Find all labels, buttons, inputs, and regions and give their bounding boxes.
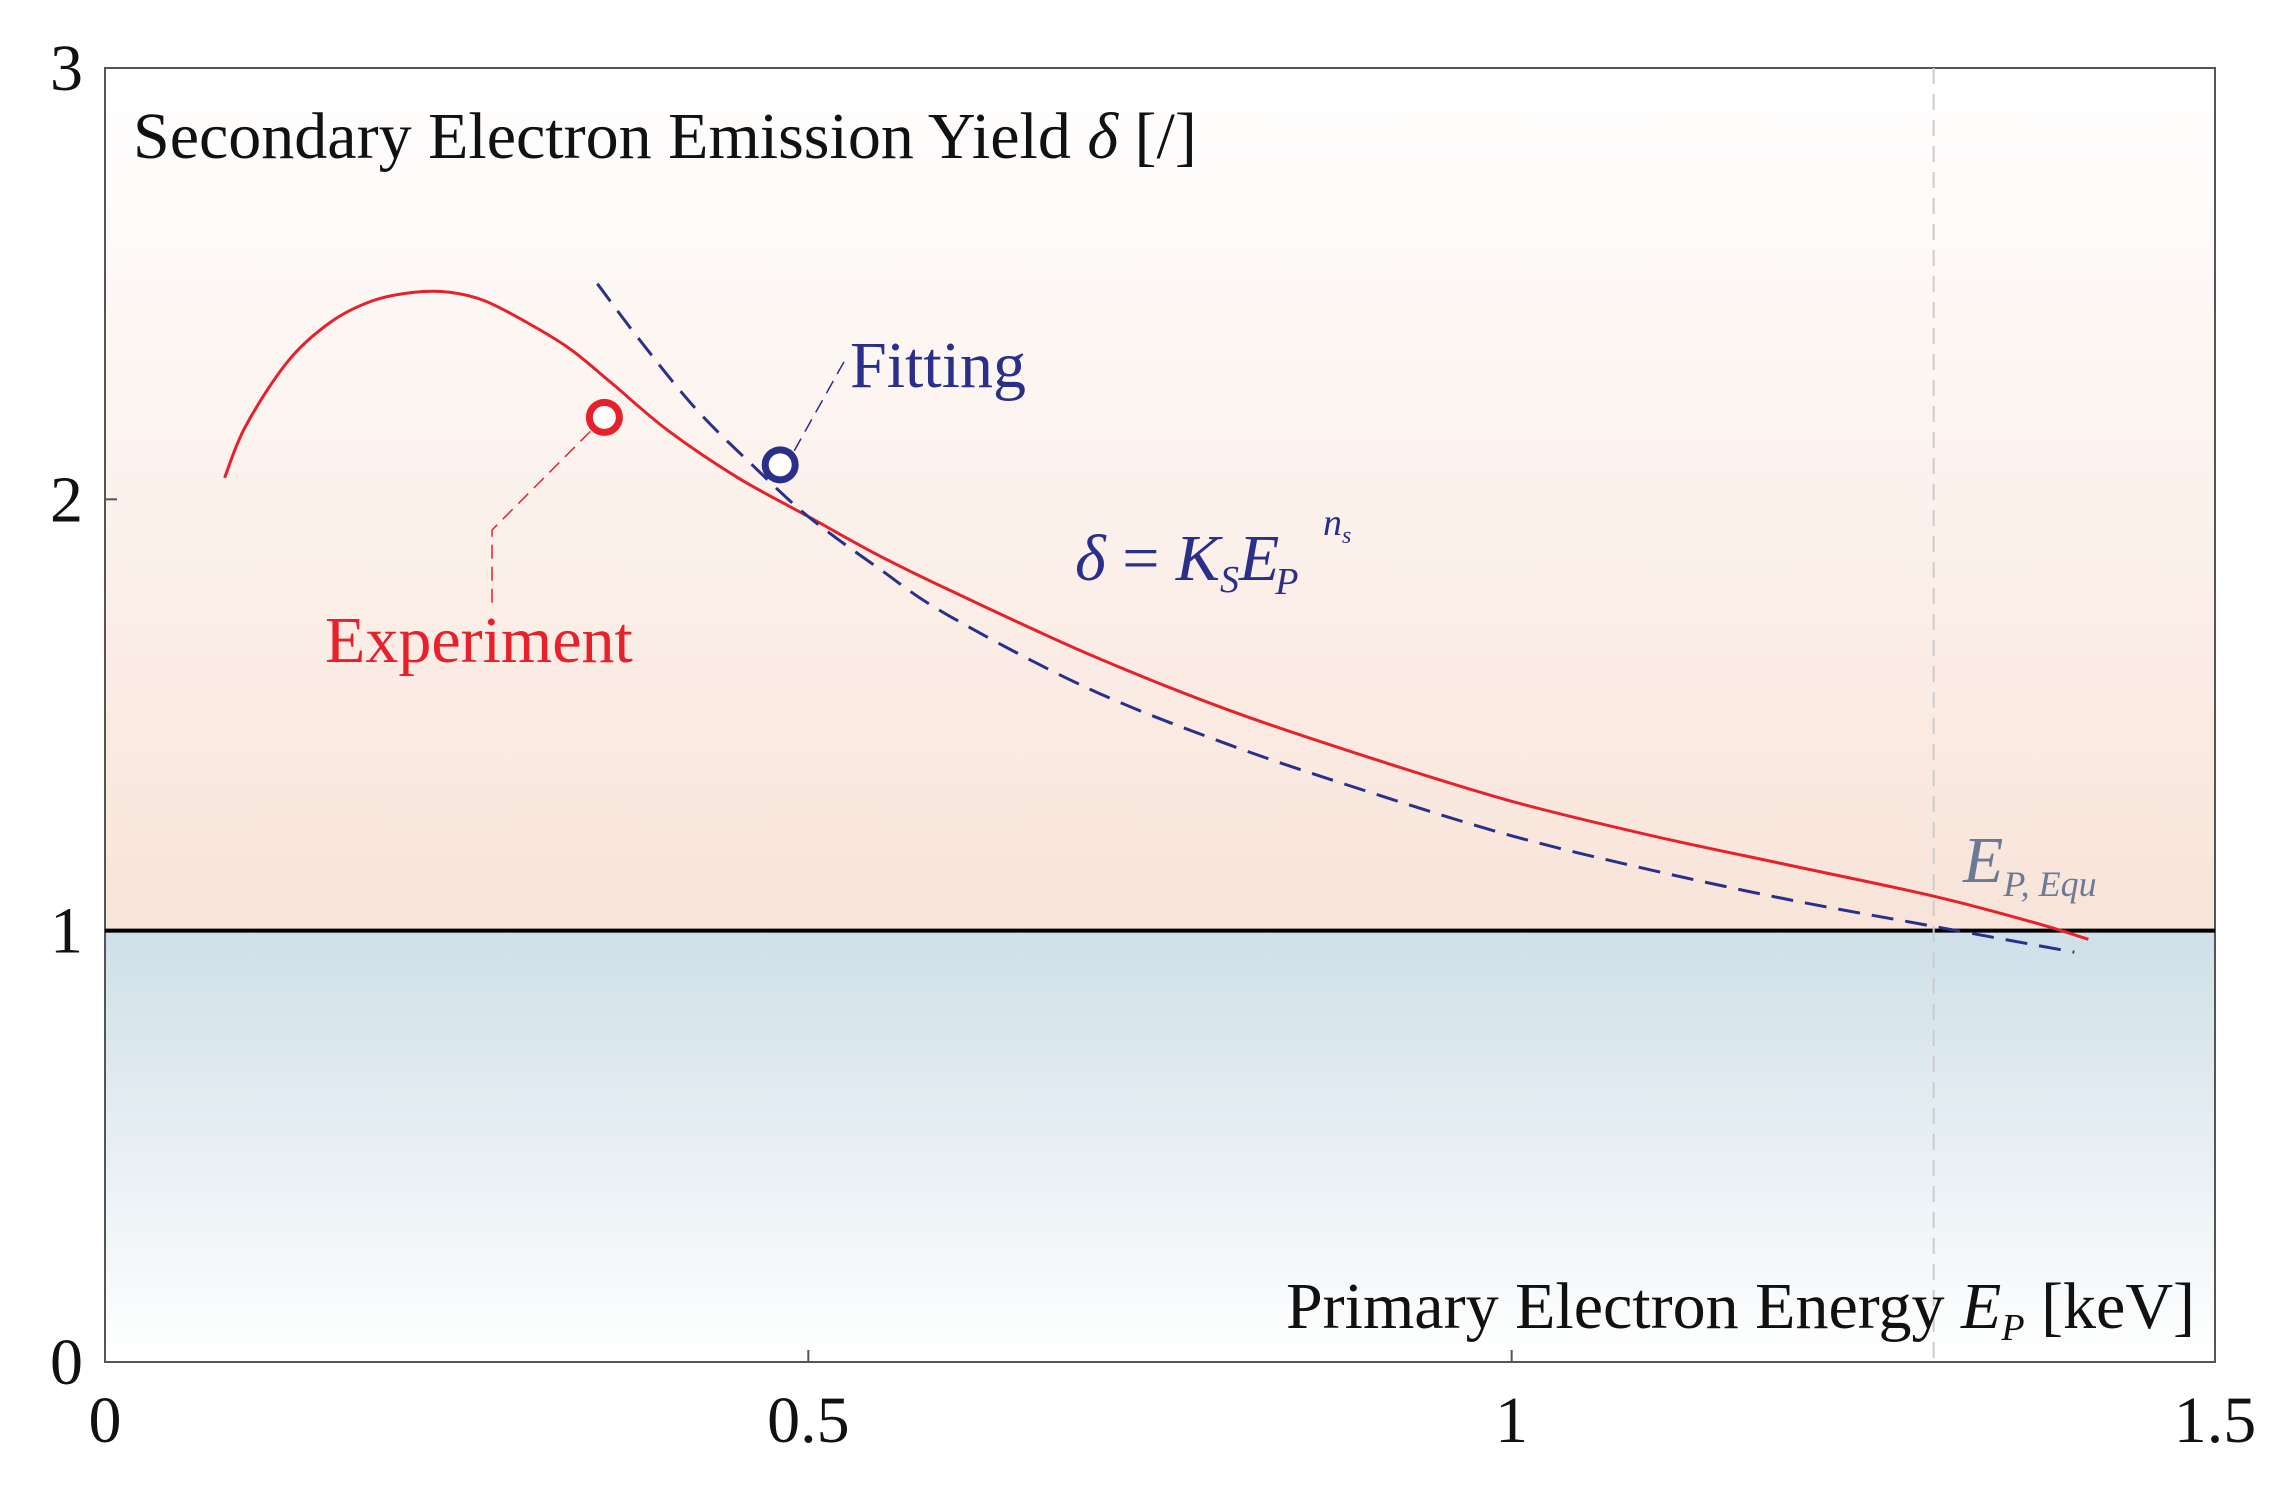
fitting-label: Fitting bbox=[850, 329, 1026, 402]
x-tick-label: 1 bbox=[1495, 1384, 1528, 1457]
y-axis-title: Secondary Electron Emission Yield δ [/] bbox=[133, 100, 1197, 173]
x-axis-title-sub: P bbox=[2000, 1307, 2024, 1349]
formula-e-sub: P bbox=[1274, 561, 1298, 603]
yield-below-one-region bbox=[105, 930, 2215, 1362]
fitting-curve bbox=[596, 282, 2075, 954]
formula-k-sub: S bbox=[1220, 559, 1239, 601]
fitting-formula: δ = KSEPns bbox=[1075, 502, 1351, 603]
fitting-leader-line bbox=[793, 359, 846, 452]
formula-k: K bbox=[1175, 522, 1223, 595]
formula-lhs: δ bbox=[1075, 522, 1107, 595]
x-tick-label: 0.5 bbox=[767, 1384, 850, 1457]
x-axis-ticks: 0 0.5 1 1.5 bbox=[89, 1350, 2257, 1457]
x-axis-title-suffix: [keV] bbox=[2025, 1270, 2195, 1343]
x-tick-label: 0 bbox=[89, 1384, 122, 1457]
y-tick-label: 3 bbox=[50, 32, 83, 105]
y-axis-title-suffix: [/] bbox=[1118, 100, 1197, 173]
plot-frame bbox=[104, 67, 2216, 1363]
formula-eq: = bbox=[1106, 522, 1176, 595]
equilibrium-var: E bbox=[1962, 824, 2003, 897]
x-tick-label: 1.5 bbox=[2174, 1384, 2257, 1457]
yield-above-one-region bbox=[105, 68, 2215, 931]
experiment-leader-line bbox=[491, 430, 591, 605]
fitting-marker bbox=[761, 446, 799, 484]
y-tick-label: 0 bbox=[50, 1326, 83, 1399]
formula-exp-sub: s bbox=[1342, 523, 1351, 549]
equilibrium-sub: P, Equ bbox=[2002, 864, 2096, 904]
formula-e: E bbox=[1238, 522, 1279, 595]
y-axis-title-var: δ bbox=[1087, 100, 1119, 173]
equilibrium-energy-label: EP, Equ bbox=[1962, 824, 2097, 904]
x-axis-title-prefix: Primary Electron Energy bbox=[1286, 1270, 1961, 1343]
formula-exp: n bbox=[1323, 502, 1342, 544]
y-tick-label: 1 bbox=[50, 895, 83, 968]
y-axis-title-prefix: Secondary Electron Emission Yield bbox=[133, 100, 1087, 173]
x-axis-title-var: E bbox=[1960, 1270, 2001, 1343]
x-axis-title: Primary Electron Energy EP [keV] bbox=[1286, 1270, 2195, 1349]
experiment-curve bbox=[223, 289, 2089, 941]
y-tick-label: 2 bbox=[50, 463, 83, 536]
experiment-marker bbox=[585, 398, 623, 436]
experiment-label: Experiment bbox=[325, 604, 633, 677]
